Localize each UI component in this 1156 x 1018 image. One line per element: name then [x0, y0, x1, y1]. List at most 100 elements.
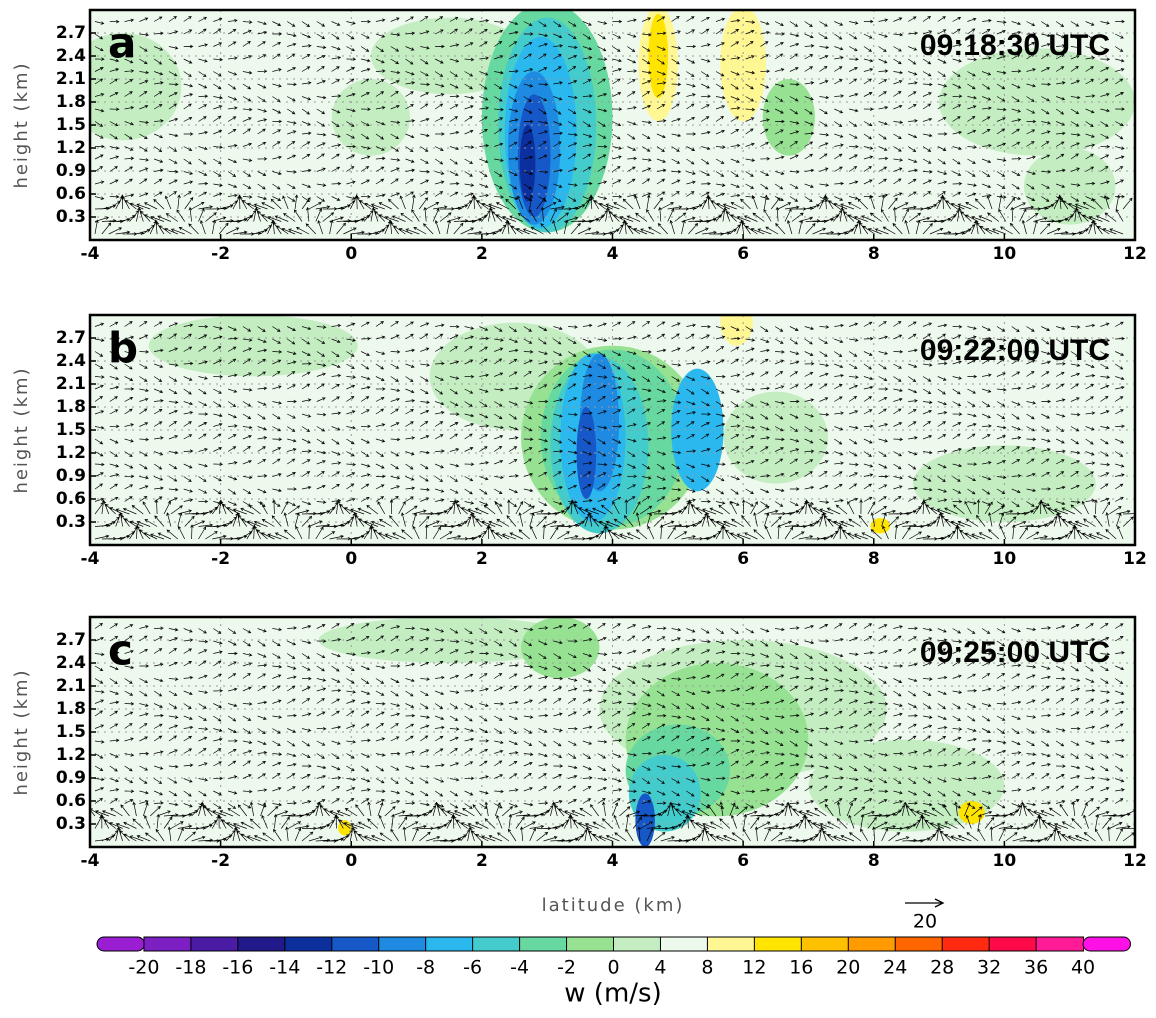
- y-tick-label: 0.9: [56, 466, 86, 486]
- x-tick-label: 6: [737, 851, 749, 871]
- reference-arrow-head: [934, 898, 945, 908]
- y-tick-label: 2.7: [56, 23, 86, 43]
- x-tick-label: 12: [1123, 244, 1147, 264]
- colorbar-tick-label: -8: [416, 957, 435, 979]
- colorbar-segment: [894, 936, 944, 952]
- colorbar-segment: [1035, 936, 1085, 952]
- colorbar-segment: [847, 936, 897, 952]
- colorbar-segment: [753, 936, 803, 952]
- wind-vectors: [94, 15, 1133, 236]
- colorbar-tick-label: -14: [269, 957, 300, 979]
- colorbar-segment: [472, 936, 521, 952]
- colorbar-tick-label: -4: [510, 957, 529, 979]
- x-tick-label: 8: [868, 851, 880, 871]
- colorbar-segment: [425, 936, 474, 952]
- y-tick-label: 1.5: [56, 115, 86, 135]
- x-tick-label: 12: [1123, 851, 1147, 871]
- colorbar-segment: [519, 936, 568, 952]
- field-contour: [808, 739, 1005, 832]
- x-tick-label: 10: [993, 851, 1017, 871]
- y-tick-label: 0.3: [56, 814, 86, 834]
- y-axis-label: height (km): [11, 668, 32, 795]
- colorbar-segment: [613, 936, 662, 952]
- x-tick-label: 2: [476, 549, 488, 569]
- x-tick-label: 4: [607, 851, 619, 871]
- time-label: 09:22:00 UTC: [920, 334, 1110, 367]
- reference-vector-label: 20: [913, 911, 937, 933]
- colorbar-tick-label: 20: [836, 957, 860, 979]
- x-tick-label: 0: [345, 851, 357, 871]
- colorbar-tick-label: 36: [1024, 957, 1048, 979]
- x-tick-label: -4: [81, 549, 100, 569]
- y-tick-label: 0.9: [56, 161, 86, 181]
- panel-label: c: [108, 626, 133, 675]
- x-tick-label: 10: [993, 549, 1017, 569]
- x-tick-label: 12: [1123, 549, 1147, 569]
- y-tick-label: 2.4: [56, 351, 86, 371]
- y-tick-label: 0.6: [56, 791, 86, 811]
- colorbar-tick-label: 4: [654, 957, 666, 979]
- colorbar-segment: [1082, 936, 1131, 952]
- colorbar-segment: [988, 936, 1038, 952]
- colorbar-tick-label: -6: [463, 957, 482, 979]
- field-contour: [671, 368, 724, 492]
- wind-vectors: [94, 321, 1135, 541]
- colorbar-segment: [284, 936, 333, 952]
- colorbar-tick-label: -12: [316, 957, 347, 979]
- colorbar-tick-label: 32: [977, 957, 1001, 979]
- field-contour: [635, 793, 655, 847]
- field-contour: [723, 391, 829, 484]
- plot-area: [90, 10, 1135, 240]
- y-tick-label: 0.6: [56, 489, 86, 509]
- y-tick-label: 2.4: [56, 46, 86, 66]
- x-tick-label: 8: [868, 549, 880, 569]
- x-tick-label: -2: [211, 851, 230, 871]
- colorbar-tick-label: -18: [175, 957, 206, 979]
- time-label: 09:18:30 UTC: [920, 29, 1110, 62]
- colorbar-tick-label: -16: [222, 957, 253, 979]
- colorbar-tick-label: -2: [557, 957, 576, 979]
- panel-label: b: [108, 324, 138, 373]
- y-tick-label: 1.2: [56, 443, 86, 463]
- y-tick-label: 2.7: [56, 328, 86, 348]
- colorbar-tick-label: 40: [1071, 957, 1095, 979]
- y-tick-label: 1.8: [56, 397, 86, 417]
- y-tick-label: 1.8: [56, 699, 86, 719]
- y-tick-label: 2.4: [56, 653, 86, 673]
- y-tick-label: 2.7: [56, 630, 86, 650]
- colorbar-segment: [331, 936, 380, 952]
- x-tick-label: 6: [737, 549, 749, 569]
- y-tick-label: 1.2: [56, 138, 86, 158]
- y-tick-label: 1.5: [56, 722, 86, 742]
- x-tick-label: 8: [868, 244, 880, 264]
- colorbar-segment: [96, 936, 145, 952]
- y-tick-label: 1.2: [56, 745, 86, 765]
- x-axis-label: latitude (km): [542, 895, 685, 916]
- wind-vectors: [90, 622, 1135, 843]
- y-tick-label: 2.1: [56, 374, 86, 394]
- y-tick-label: 0.9: [56, 768, 86, 788]
- y-tick-label: 2.1: [56, 69, 86, 89]
- colorbar-segment: [190, 936, 239, 952]
- x-tick-label: 4: [607, 244, 619, 264]
- colorbar-segment: [941, 936, 991, 952]
- colorbar-tick-label: -10: [363, 957, 394, 979]
- colorbar-label: w (m/s): [564, 979, 661, 1009]
- plot-area: [90, 315, 1135, 545]
- field-contour: [519, 125, 536, 202]
- x-tick-label: -4: [81, 851, 100, 871]
- colorbar-tick-label: 12: [742, 957, 766, 979]
- colorbar-tick-label: 24: [883, 957, 907, 979]
- plot-area: [90, 617, 1135, 847]
- colorbar-segment: [237, 936, 286, 952]
- y-tick-label: 1.5: [56, 420, 86, 440]
- colorbar-segment: [706, 936, 756, 952]
- field-contour: [521, 617, 600, 679]
- time-label: 09:25:00 UTC: [920, 636, 1110, 669]
- colorbar-tick-label: 0: [607, 957, 619, 979]
- x-tick-label: -2: [211, 244, 230, 264]
- colorbar-segment: [800, 936, 850, 952]
- y-tick-label: 2.1: [56, 676, 86, 696]
- field-contour: [338, 820, 352, 836]
